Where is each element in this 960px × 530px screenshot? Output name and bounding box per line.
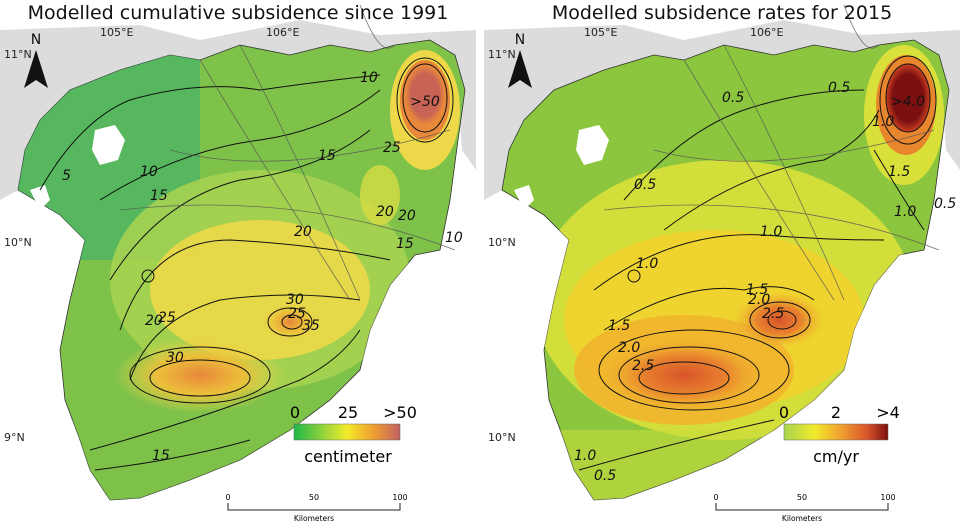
contour-label: 0.5 xyxy=(594,468,616,484)
scalebar-unit: Kilometers xyxy=(782,514,822,523)
contour-label: 25 xyxy=(383,140,401,156)
contour-label: 25 xyxy=(288,306,306,322)
contour-label: 1.0 xyxy=(636,256,658,272)
legend-mid-label: 2 xyxy=(831,403,841,422)
contour-label: 1.5 xyxy=(608,318,630,334)
contour-labels: 0.5 0.5 0.5 0.5 0.5 1.0 1.0 1.0 1.0 1.0 … xyxy=(574,80,956,484)
scalebar-tick: 50 xyxy=(309,493,319,502)
scalebar-line xyxy=(715,503,889,511)
scalebar: 0 50 100 Kilometers xyxy=(713,493,895,523)
contour-label: 2.0 xyxy=(748,292,770,308)
latitude-label: 10°N xyxy=(488,431,516,444)
nodata-patch xyxy=(92,125,125,165)
contour-label: 10 xyxy=(360,70,378,86)
color-legend: 0 2 >4 cm/yr xyxy=(779,403,900,466)
scalebar: 0 50 100 Kilometers xyxy=(225,493,407,523)
scalebar-tick: 100 xyxy=(392,493,407,502)
legend-max-label: >50 xyxy=(383,403,417,422)
contour-label: 10 xyxy=(445,230,463,246)
scalebar-tick: 50 xyxy=(797,493,807,502)
peak-label: >4.0 xyxy=(891,94,925,110)
river-network xyxy=(603,4,940,301)
latitude-label: 10°N xyxy=(488,236,516,249)
map-title: Modelled subsidence rates for 2015 xyxy=(551,2,893,24)
contour-label: 20 xyxy=(145,313,163,329)
subsidence-field xyxy=(502,45,949,500)
contour-label: 15 xyxy=(396,236,414,252)
nodata-patch xyxy=(576,125,609,165)
contour-label: 1.5 xyxy=(888,164,910,180)
longitude-label: 106°E xyxy=(266,26,299,39)
contour-label: 15 xyxy=(150,188,168,204)
contour-label: 15 xyxy=(318,148,336,164)
latitude-label: 11°N xyxy=(488,48,516,61)
contour-label: 2.5 xyxy=(632,358,654,374)
contour-labels: 5 10 10 10 15 15 15 15 20 20 20 20 25 25… xyxy=(62,70,463,464)
map-panel-cumulative: Modelled cumulative subsidence since 199… xyxy=(0,0,476,530)
contour-label: 1.0 xyxy=(894,204,916,220)
color-legend: 0 25 >50 centimeter xyxy=(290,403,417,466)
longitude-label: 105°E xyxy=(584,26,617,39)
legend-min-label: 0 xyxy=(290,403,300,422)
legend-max-label: >4 xyxy=(876,403,900,422)
surrounding-land xyxy=(0,20,476,200)
contour-label: 20 xyxy=(294,224,312,240)
river-network xyxy=(119,4,456,301)
legend-min-label: 0 xyxy=(779,403,789,422)
scalebar-line xyxy=(227,503,401,511)
contour-label: 0.5 xyxy=(634,177,656,193)
scalebar-unit: Kilometers xyxy=(294,514,334,523)
legend-unit: centimeter xyxy=(304,447,392,466)
contour-label: 2.5 xyxy=(762,306,784,322)
latitude-label: 10°N xyxy=(4,236,32,249)
surrounding-land xyxy=(484,20,960,200)
map-title: Modelled cumulative subsidence since 199… xyxy=(27,2,449,24)
contour-label: 15 xyxy=(152,448,170,464)
legend-mid-label: 25 xyxy=(338,403,358,422)
scalebar-tick: 0 xyxy=(713,493,718,502)
north-arrow: N xyxy=(24,32,48,88)
scalebar-tick: 0 xyxy=(225,493,230,502)
longitude-label: 106°E xyxy=(750,26,783,39)
north-arrow-icon xyxy=(508,50,532,88)
north-arrow: N xyxy=(508,32,532,88)
legend-colorbar xyxy=(783,423,889,441)
contour-label: 30 xyxy=(286,292,304,308)
latitude-label: 9°N xyxy=(4,431,25,444)
graticule: 105°E 106°E 11°N 10°N 9°N xyxy=(4,26,299,444)
north-label: N xyxy=(31,32,41,48)
contour-lines xyxy=(39,57,454,471)
legend-unit: cm/yr xyxy=(813,447,859,466)
scalebar-tick: 100 xyxy=(880,493,895,502)
contour-label: 35 xyxy=(302,318,320,334)
contour-label: 25 xyxy=(158,310,176,326)
north-label: N xyxy=(515,32,525,48)
north-arrow-icon xyxy=(24,50,48,88)
map-canvas: >4.0 0.5 0.5 0.5 0.5 0.5 1.0 1.0 1.0 1.0… xyxy=(484,4,960,523)
contour-label: 10 xyxy=(140,164,158,180)
contour-label: 20 xyxy=(376,204,394,220)
contour-label: 0.5 xyxy=(722,90,744,106)
map-panel-rates: Modelled subsidence rates for 2015 xyxy=(484,0,960,530)
contour-label: 1.5 xyxy=(746,282,768,298)
nodata-patch xyxy=(30,185,50,210)
peak-label: >50 xyxy=(410,94,440,110)
contour-label: 1.0 xyxy=(574,448,596,464)
map-canvas: >50 5 10 10 10 15 15 15 15 20 20 20 20 2… xyxy=(0,4,476,523)
contour-label: 1.0 xyxy=(760,224,782,240)
contour-label: 30 xyxy=(166,350,184,366)
latitude-label: 11°N xyxy=(4,48,32,61)
contour-label: 0.5 xyxy=(828,80,850,96)
nodata-patch xyxy=(514,185,534,210)
contour-lines xyxy=(578,55,937,471)
contour-label: 20 xyxy=(398,208,416,224)
legend-colorbar xyxy=(293,423,401,441)
contour-label: 1.0 xyxy=(872,114,894,130)
contour-label: 0.5 xyxy=(934,196,956,212)
graticule: 105°E 106°E 11°N 10°N 10°N xyxy=(488,26,783,444)
contour-label: 5 xyxy=(62,168,71,184)
longitude-label: 105°E xyxy=(100,26,133,39)
contour-label: 2.0 xyxy=(618,340,640,356)
